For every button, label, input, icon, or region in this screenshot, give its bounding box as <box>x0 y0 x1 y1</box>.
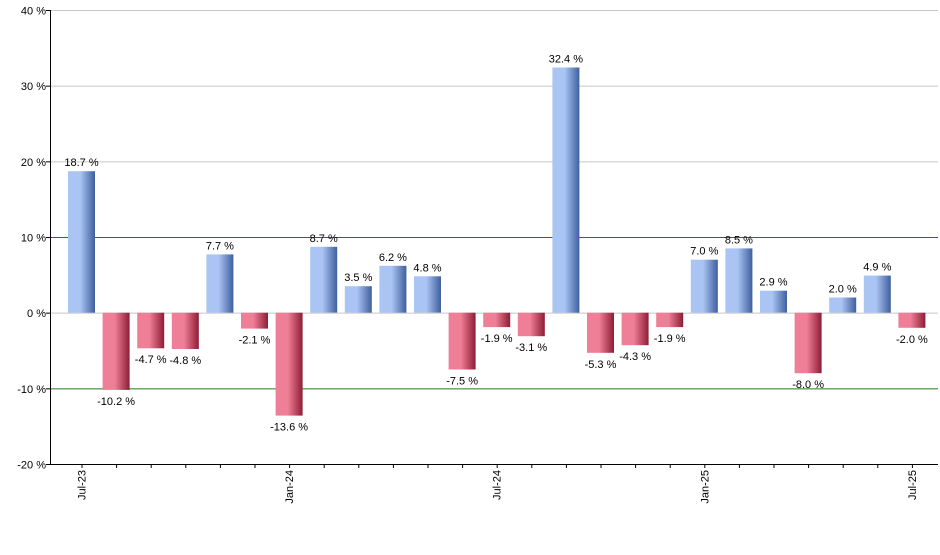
data-label: -4.7 % <box>135 354 167 366</box>
y-tick-label: 30 % <box>21 81 46 93</box>
bar-may-24 <box>414 276 441 313</box>
data-label: 7.0 % <box>690 246 718 258</box>
data-label: 2.0 % <box>829 284 857 296</box>
x-tick-label: Jan-24 <box>284 470 296 504</box>
data-label: 3.5 % <box>344 272 372 284</box>
x-tick-label: Jan-25 <box>699 470 711 504</box>
data-labels: 18.7 % -10.2 % -4.7 % -4.8 % 7.7 % -2.1 % -13.… <box>64 54 928 434</box>
bar-jan-24 <box>275 312 303 416</box>
bar-jun-24 <box>448 312 476 370</box>
bar-jul-25 <box>898 312 926 328</box>
bar-nov-23 <box>206 254 234 313</box>
data-label: -8.0 % <box>792 379 824 391</box>
data-label: 8.5 % <box>725 234 753 246</box>
data-label: 32.4 % <box>549 54 583 66</box>
bar-apr-25 <box>794 312 822 374</box>
bar-jul-23 <box>68 171 95 313</box>
bar-dec-23 <box>241 312 268 329</box>
y-tick-label: 0 % <box>27 308 46 320</box>
x-tick-label: Jul-24 <box>492 470 504 500</box>
y-tick-label: -10 % <box>17 384 46 396</box>
bar-oct-24 <box>587 312 614 353</box>
bar-mar-25 <box>760 290 787 313</box>
bar-jan-25 <box>690 259 718 313</box>
bar-aug-23 <box>102 312 130 390</box>
bar-may-25 <box>829 297 857 313</box>
data-label: -4.8 % <box>169 355 201 367</box>
data-label: -13.6 % <box>270 422 308 434</box>
data-label: 7.7 % <box>206 240 234 252</box>
y-tick-label: 20 % <box>21 157 46 169</box>
bar-dec-24 <box>656 312 684 328</box>
data-label: -3.1 % <box>515 342 547 354</box>
data-label: 2.9 % <box>759 277 787 289</box>
bar-sep-24 <box>552 67 580 313</box>
data-label: -7.5 % <box>446 375 478 387</box>
y-tick-label: -20 % <box>17 460 46 472</box>
y-tick-label: 10 % <box>21 233 46 245</box>
data-label: 18.7 % <box>64 157 98 169</box>
bar-aug-24 <box>517 312 545 337</box>
grid-lines <box>50 10 938 314</box>
reference-lines <box>50 237 938 390</box>
x-tick-label: Jul-23 <box>77 470 89 500</box>
bar-feb-25 <box>725 248 753 313</box>
data-label: 4.9 % <box>863 262 891 274</box>
data-label: -2.1 % <box>239 335 271 347</box>
bar-mar-24 <box>344 286 372 313</box>
data-label: 6.2 % <box>379 252 407 264</box>
data-label: -5.3 % <box>585 359 617 371</box>
bar-jun-25 <box>863 275 891 313</box>
bar-jul-24 <box>483 312 511 328</box>
data-label: 4.8 % <box>413 262 441 274</box>
bar-oct-23 <box>171 312 199 349</box>
bar-nov-24 <box>621 312 649 346</box>
axes: -20 % -10 % 0 % 10 % 20 % 30 % 40 % Jul-23 Jan-2… <box>17 6 938 504</box>
x-tick-label: Jul-25 <box>907 470 919 500</box>
data-label: 8.7 % <box>310 233 338 245</box>
y-tick-label: 40 % <box>21 6 46 18</box>
data-label: -1.9 % <box>481 333 513 345</box>
bar-apr-24 <box>379 265 407 313</box>
data-label: -10.2 % <box>97 396 135 408</box>
bar-feb-24 <box>310 246 338 313</box>
bar-sep-23 <box>137 312 165 349</box>
bars <box>68 67 926 416</box>
data-label: -1.9 % <box>654 333 686 345</box>
data-label: -2.0 % <box>896 334 928 346</box>
data-label: -4.3 % <box>619 351 651 363</box>
